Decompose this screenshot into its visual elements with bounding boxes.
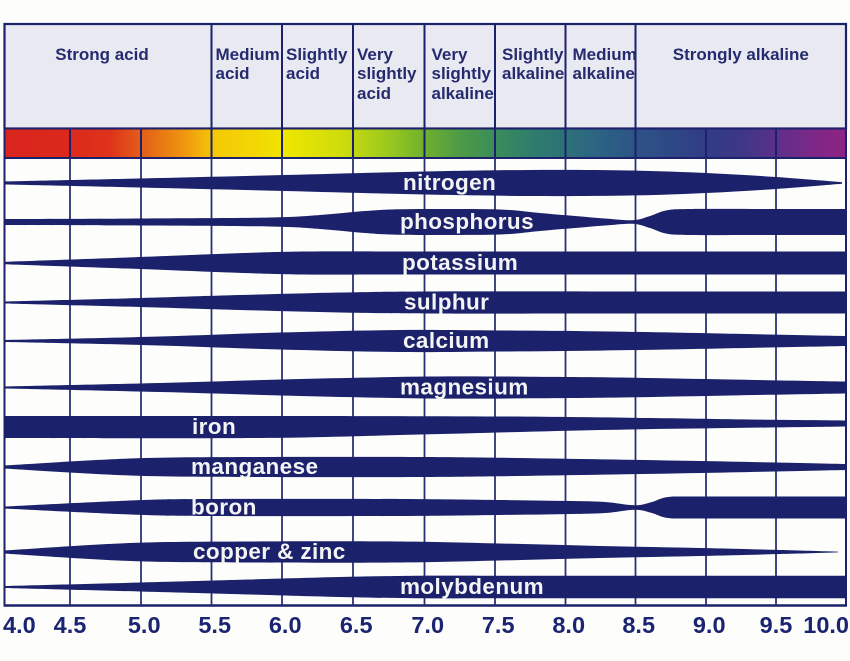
svg-text:slightly: slightly — [432, 64, 492, 83]
svg-text:molybdenum: molybdenum — [400, 574, 544, 599]
svg-text:5.5: 5.5 — [198, 612, 231, 638]
svg-text:Very: Very — [432, 45, 468, 64]
svg-text:Strongly alkaline: Strongly alkaline — [673, 45, 809, 64]
svg-text:7.0: 7.0 — [411, 612, 444, 638]
svg-text:8.0: 8.0 — [552, 612, 585, 638]
svg-text:slightly: slightly — [357, 64, 417, 83]
svg-text:calcium: calcium — [403, 328, 490, 353]
svg-text:sulphur: sulphur — [404, 290, 489, 315]
svg-text:acid: acid — [216, 64, 250, 83]
svg-text:magnesium: magnesium — [400, 375, 529, 400]
svg-text:Strong acid: Strong acid — [55, 45, 149, 64]
svg-text:4.5: 4.5 — [54, 612, 87, 638]
svg-text:Medium: Medium — [573, 45, 637, 64]
svg-text:phosphorus: phosphorus — [400, 209, 534, 234]
svg-text:9.0: 9.0 — [693, 612, 726, 638]
svg-text:10.0: 10.0 — [803, 612, 849, 638]
svg-text:potassium: potassium — [402, 250, 518, 275]
svg-text:Slightly: Slightly — [286, 45, 348, 64]
svg-text:alkaline: alkaline — [502, 64, 564, 83]
svg-text:Medium: Medium — [216, 45, 280, 64]
svg-text:6.0: 6.0 — [269, 612, 302, 638]
svg-text:alkaline: alkaline — [573, 64, 635, 83]
svg-text:alkaline: alkaline — [432, 84, 494, 103]
svg-text:iron: iron — [192, 414, 236, 439]
svg-text:acid: acid — [357, 84, 391, 103]
svg-text:8.5: 8.5 — [622, 612, 655, 638]
svg-text:boron: boron — [191, 495, 257, 520]
svg-text:Slightly: Slightly — [502, 45, 564, 64]
svg-text:manganese: manganese — [191, 454, 318, 479]
svg-text:5.0: 5.0 — [128, 612, 161, 638]
svg-text:acid: acid — [286, 64, 320, 83]
svg-text:6.5: 6.5 — [340, 612, 373, 638]
svg-text:nitrogen: nitrogen — [403, 170, 496, 195]
svg-text:copper & zinc: copper & zinc — [193, 539, 346, 564]
svg-text:4.0: 4.0 — [3, 612, 36, 638]
svg-text:7.5: 7.5 — [482, 612, 515, 638]
svg-text:9.5: 9.5 — [760, 612, 793, 638]
svg-text:Very: Very — [357, 45, 393, 64]
